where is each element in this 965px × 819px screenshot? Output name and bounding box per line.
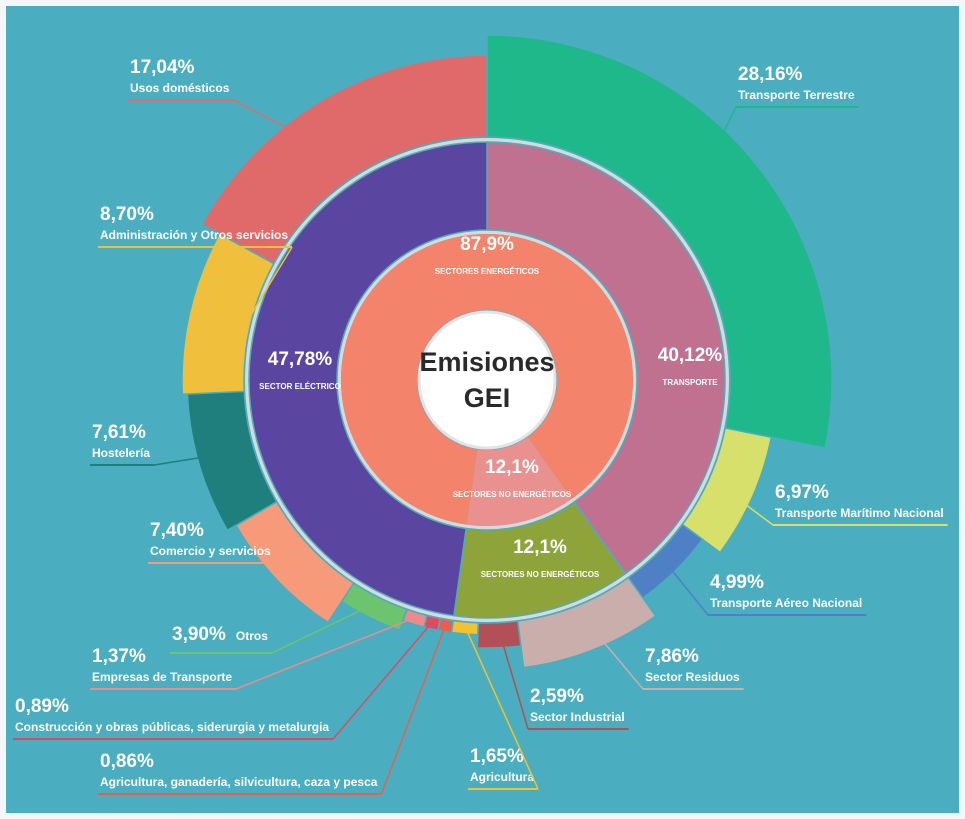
category-label: Administración y Otros servicios [100, 228, 288, 242]
leader-line [244, 246, 293, 325]
value-label: 7,40% [150, 520, 204, 541]
leader-line [235, 616, 416, 690]
inner-segment [341, 233, 633, 525]
value-label: 4,99% [710, 572, 764, 593]
leader-line [497, 627, 529, 730]
category-label: Sector Residuos [645, 670, 740, 684]
ring-name-label: SECTORES NO ENERGÉTICOS [453, 490, 572, 499]
ring-name-label: TRANSPORTE [662, 378, 718, 387]
center: Emisiones GEI [419, 347, 555, 413]
outer-segment [476, 620, 522, 649]
category-label: Usos domésticos [130, 81, 230, 95]
category-label: Empresas de Transporte [92, 670, 232, 684]
leader-line [153, 449, 250, 466]
category-label: Otros [236, 629, 268, 643]
leader-line [233, 99, 361, 168]
ring-separator [245, 138, 729, 622]
leader-line [380, 624, 447, 795]
center-circle [417, 310, 557, 450]
outer-segment [200, 54, 488, 265]
ring-value-label: 47,78% [268, 349, 333, 370]
value-label: 0,89% [15, 696, 69, 717]
leader-line [332, 621, 434, 740]
value-label: 8,70% [100, 204, 154, 225]
category-label: Comercio y servicios [150, 544, 271, 558]
leader-line [464, 626, 539, 790]
ring-value-label: 87,9% [460, 234, 514, 255]
value-label: 7,61% [92, 422, 146, 443]
chart-title: Emisiones GEI [419, 347, 555, 413]
ring-separator [337, 230, 637, 530]
category-label: Agricultura, ganadería, silvicultura, ca… [100, 775, 378, 789]
value-label: 1,37% [92, 646, 146, 667]
ring-value-label: 40,12% [658, 345, 723, 366]
value-label: 7,86% [645, 646, 699, 667]
ring-value-label: 12,1% [513, 537, 567, 558]
category-label: Transporte Aéreo Nacional [710, 596, 862, 610]
outer-segment [486, 34, 833, 449]
leader-line [660, 556, 709, 616]
ring-name-label: SECTORES NO ENERGÉTICOS [481, 570, 600, 579]
category-label: Construcción y obras públicas, siderurgi… [15, 720, 329, 734]
leader-line [274, 549, 308, 564]
middle-segment [486, 141, 726, 575]
middle-segment [248, 141, 488, 617]
leader-line [271, 601, 378, 654]
category-label: Transporte Marítimo Nacional [775, 506, 944, 520]
category-label: Agricultura [470, 770, 534, 784]
category-label: Sector Industrial [530, 710, 625, 724]
value-label: 2,59% [530, 686, 584, 707]
leader-line [576, 610, 644, 690]
leader-line [678, 106, 737, 224]
category-label: Hostelería [92, 446, 150, 460]
inner-segment [466, 436, 572, 526]
value-label: 6,97% [775, 482, 829, 503]
value-label: 28,16% [738, 64, 803, 85]
value-label: 0,86% [100, 751, 154, 772]
value-label: 1,65% [470, 746, 524, 767]
value-label: 3,90% [172, 624, 226, 645]
category-label: Transporte Terrestre [738, 88, 855, 102]
ring-name-label: SECTORES ENERGÉTICOS [435, 267, 540, 276]
leader-line [713, 480, 774, 526]
value-label: 17,04% [130, 57, 195, 78]
ring-value-label: 12,1% [485, 457, 539, 478]
ring-name-label: SECTOR ELÉCTRICO [259, 382, 341, 391]
